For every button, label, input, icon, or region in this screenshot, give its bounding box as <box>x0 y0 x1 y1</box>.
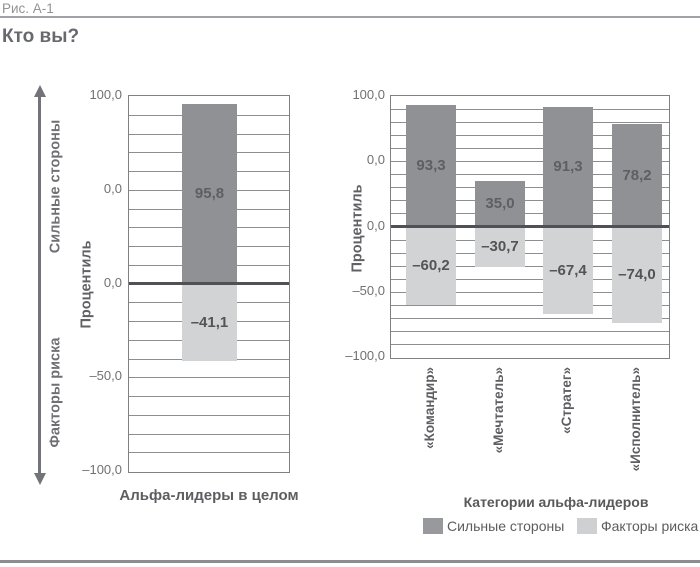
bar-risks: –41,1 <box>182 283 237 361</box>
right-y-tick-labels: 100,0 0,0 0,0 –50,0 –100,0 <box>322 0 385 567</box>
bar-risks: –67,4 <box>543 226 593 315</box>
axis-arrow-shaft <box>38 96 41 474</box>
gridline <box>391 122 669 124</box>
right-plot-area: 93,3 –60,2 35,0 –30,7 91,3 –67,4 78,2 –74,0 <box>390 95 670 359</box>
gridline <box>391 291 669 293</box>
gridline <box>129 414 289 416</box>
legend-swatch-strengths <box>423 518 443 534</box>
legend-label-risks: Факторы риска <box>601 518 699 534</box>
gridline <box>391 278 669 280</box>
zero-line <box>129 282 289 285</box>
gridline <box>391 265 669 267</box>
legend-swatch-risks <box>577 518 597 534</box>
left-y-tick-labels: 100,0 0,0 0,0 –50,0 –100,0 <box>59 0 122 567</box>
gridline <box>391 148 669 150</box>
figure-title: Кто вы? <box>2 26 80 47</box>
gridline <box>391 317 669 319</box>
arrow-up-icon <box>33 85 46 97</box>
gridline <box>391 174 669 176</box>
arrow-down-icon <box>33 473 46 485</box>
bar-strengths: 35,0 <box>475 180 525 227</box>
x-category-label: «Исполнитель» <box>628 367 643 472</box>
bar-risks: –30,7 <box>475 226 525 267</box>
x-category-label: «Стратег» <box>559 367 574 434</box>
right-x-axis-label: Категории альфа-лидеров <box>463 494 649 510</box>
y-tick-label: –50,0 <box>352 282 385 298</box>
bar-strengths: 78,2 <box>612 124 662 227</box>
y-tick-label: 0,0 <box>103 274 122 290</box>
y-tick-label: 0,0 <box>366 152 385 168</box>
bar-risks: –60,2 <box>406 226 456 306</box>
gridline <box>391 304 669 306</box>
y-tick-label: –100,0 <box>82 462 122 477</box>
y-tick-label: 100,0 <box>352 87 385 102</box>
y-tick-label: 100,0 <box>89 87 122 102</box>
left-x-axis-label: Альфа-лидеры в целом <box>119 487 299 504</box>
legend-label-strengths: Сильные стороны <box>447 518 565 534</box>
bar-strengths: 91,3 <box>543 107 593 227</box>
gridline <box>129 452 289 454</box>
gridline <box>391 239 669 241</box>
left-plot-area: 95,8 –41,1 <box>128 95 290 473</box>
gridline <box>391 252 669 254</box>
figure-number: Рис. А-1 <box>2 1 54 16</box>
zero-line <box>391 225 669 228</box>
y-tick-label: –100,0 <box>345 348 385 363</box>
x-category-label: «Мечтатель» <box>491 367 506 454</box>
x-category-label: «Командир» <box>422 367 437 449</box>
gridline <box>391 161 669 163</box>
gridline <box>391 213 669 215</box>
gridline <box>391 187 669 189</box>
gridline <box>129 396 289 397</box>
gridline <box>391 109 669 111</box>
y-tick-label: 0,0 <box>103 180 122 196</box>
page-bottom-rule <box>0 560 700 563</box>
bar-strengths: 95,8 <box>182 103 237 284</box>
y-tick-label: –50,0 <box>89 368 122 384</box>
gridline <box>391 343 669 345</box>
y-tick-label: 0,0 <box>366 217 385 233</box>
bar-risks: –74,0 <box>612 226 662 324</box>
gridline <box>391 200 669 202</box>
gridline <box>391 330 669 332</box>
gridline <box>129 433 289 435</box>
gridline <box>129 377 289 379</box>
bar-strengths: 93,3 <box>406 104 456 227</box>
gridline <box>391 135 669 137</box>
header-divider <box>0 16 700 18</box>
